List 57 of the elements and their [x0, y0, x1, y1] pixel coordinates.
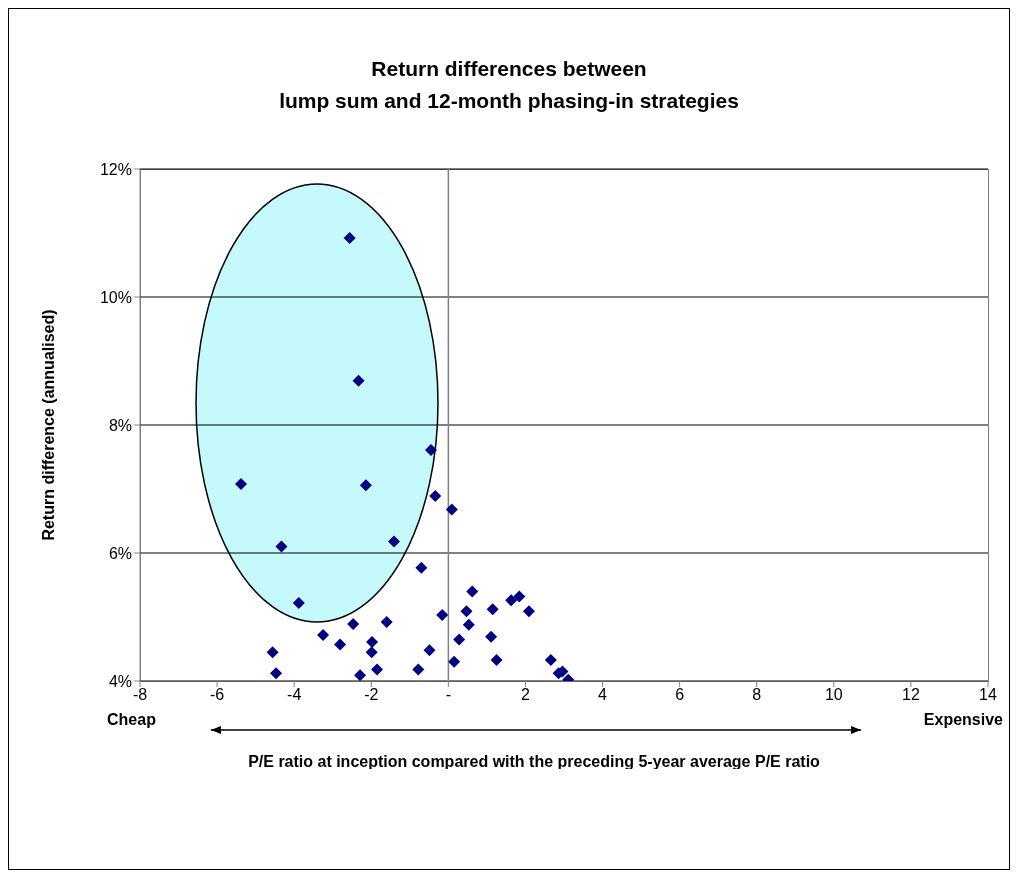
x-tick-label: 10	[824, 686, 843, 704]
point	[448, 655, 461, 668]
point	[544, 653, 557, 666]
point	[380, 616, 393, 629]
point	[453, 633, 466, 646]
point	[423, 644, 436, 657]
point	[334, 638, 347, 651]
point	[292, 596, 305, 609]
point	[343, 232, 356, 245]
point	[412, 663, 425, 676]
point	[513, 590, 526, 603]
point	[505, 594, 518, 607]
y-tick-label: 8%	[108, 416, 132, 434]
point	[317, 628, 330, 641]
x-tick-label: -2	[364, 686, 379, 704]
point	[462, 618, 475, 631]
point	[365, 646, 378, 659]
point	[415, 561, 428, 574]
text: Cheap	[107, 711, 156, 729]
y-tick-label: 4%	[108, 672, 132, 690]
x-tick-label: 6	[675, 686, 685, 704]
x-tick-label: 14	[979, 686, 997, 704]
point	[486, 603, 499, 616]
point	[371, 663, 384, 676]
text: Expensive	[923, 711, 1003, 729]
point	[460, 605, 473, 618]
x-tick-label: 8	[752, 686, 762, 704]
point	[485, 630, 498, 643]
x-tick-label: 12	[902, 686, 920, 704]
point	[425, 443, 438, 456]
y-axis-title: Return difference (annualised)	[39, 309, 57, 541]
point	[522, 605, 535, 618]
x-tick-label: 4	[598, 686, 608, 704]
point	[490, 653, 503, 666]
point	[429, 490, 442, 503]
point	[266, 646, 279, 659]
point	[270, 667, 283, 680]
point	[347, 618, 360, 631]
point	[366, 635, 379, 648]
point	[436, 609, 449, 622]
point	[275, 540, 288, 553]
point	[352, 374, 365, 387]
x-tick-label: -4	[287, 686, 302, 704]
point	[445, 503, 458, 516]
point	[354, 669, 367, 681]
x-tick-label: -6	[209, 686, 225, 704]
point	[388, 535, 401, 548]
x-tick-label: -	[445, 686, 452, 704]
point	[359, 479, 372, 492]
point	[466, 585, 479, 598]
y-tick-label: 6%	[108, 544, 132, 562]
x-tick-label: 2	[521, 686, 530, 704]
chart-title: Return differences between lump sum and 12-month phasing-in strategies	[278, 56, 740, 114]
y-tick-label: 10%	[99, 288, 132, 306]
point	[234, 477, 247, 490]
x-tick-label: -8	[132, 686, 148, 704]
y-tick-label: 12%	[99, 160, 132, 178]
